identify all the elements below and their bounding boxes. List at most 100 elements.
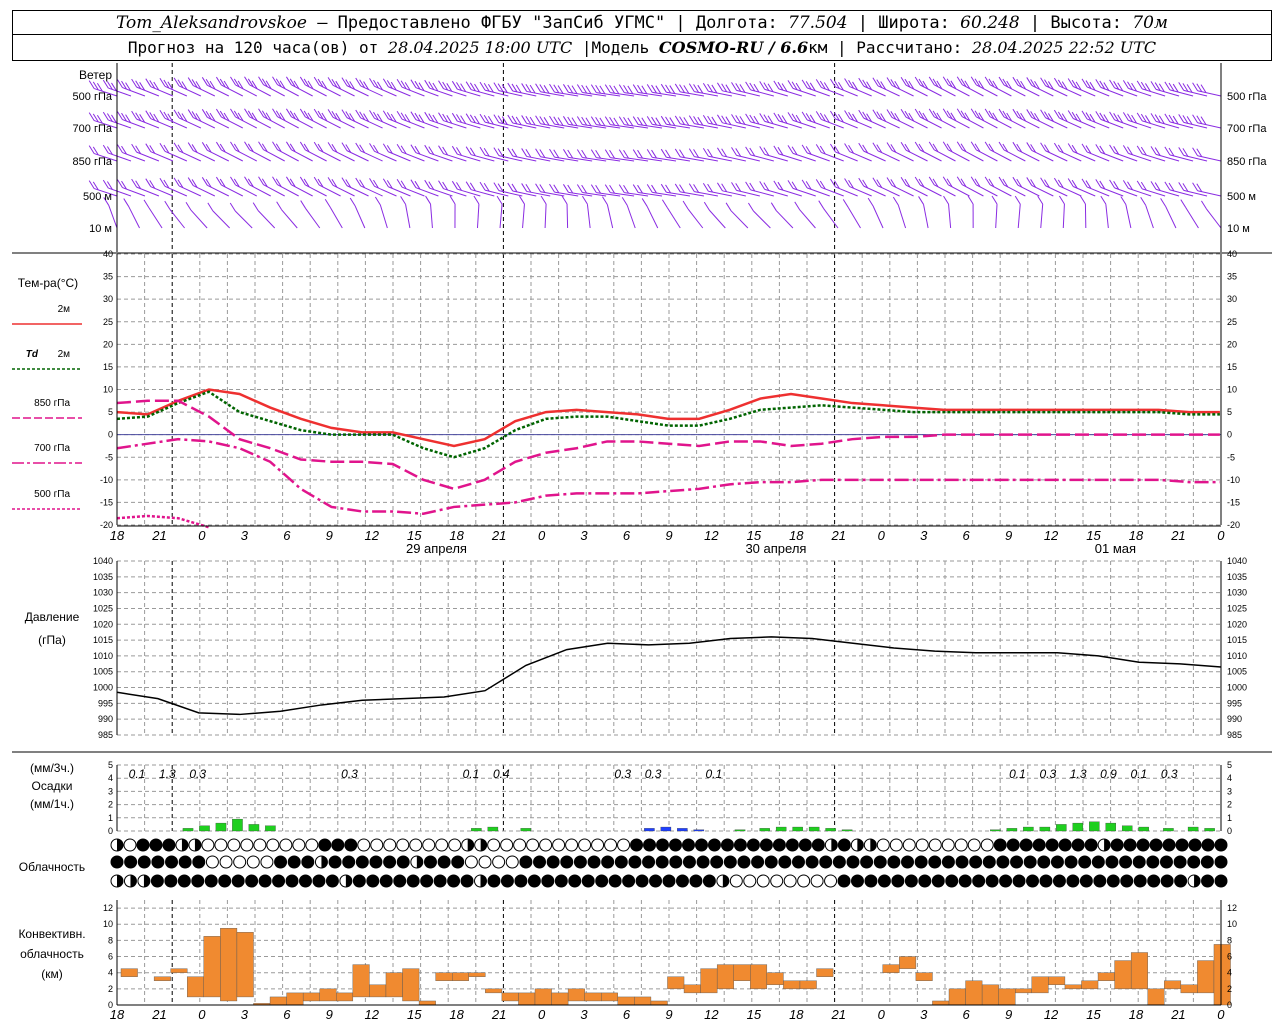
wind-barb [430, 204, 433, 229]
wind-barb-feather [599, 85, 606, 95]
tick-label-right: 2 [1227, 984, 1232, 994]
wind-barb [626, 205, 636, 229]
time-tick-label: 18 [110, 528, 125, 543]
wind-barb [1165, 206, 1177, 229]
wind-barb-feather [731, 182, 737, 191]
wind-barb-feather [181, 113, 188, 122]
cloud-symbol [628, 855, 642, 869]
wind-barb-feather [908, 80, 915, 90]
tick-label-right: 3 [1227, 786, 1232, 796]
wind-barb-feather [956, 76, 963, 85]
wind-barb-feather [830, 178, 836, 188]
wind-barb-feather [460, 83, 467, 92]
time-tick-label-bottom: 18 [789, 1007, 804, 1022]
wind-barb-feather [852, 113, 858, 123]
wind-barb [1206, 208, 1222, 229]
wind-barb [329, 207, 343, 229]
wind-barb-feather [244, 108, 250, 118]
wind-barb-feather [549, 83, 555, 93]
wind-barb-feather [187, 177, 194, 186]
wind-barb-feather [553, 84, 560, 94]
precip-total: 1.3 [1070, 767, 1087, 781]
wind-barb-feather [191, 179, 198, 188]
time-tick-label: 6 [963, 528, 971, 543]
wind-barb-feather [795, 114, 802, 124]
day-label: 01 мая [1095, 541, 1136, 556]
convective-bar [1147, 988, 1165, 1006]
wind-barb-feather [1067, 110, 1074, 119]
wind-barb-feather [177, 79, 184, 88]
wind-barb [606, 204, 614, 229]
wind-barb-feather [819, 180, 826, 190]
temp-series-t850 [116, 399, 1220, 491]
time-tick-label: 0 [878, 528, 886, 543]
wind-barb-feather [960, 78, 967, 88]
wind-barb-feather [88, 180, 95, 189]
time-tick-label-bottom: 21 [1170, 1007, 1185, 1022]
wind-barb-feather [992, 112, 999, 122]
tick-label-left: 1000 [93, 683, 113, 693]
wind-barb-feather [549, 183, 555, 193]
wind-barb-feather [321, 112, 328, 122]
wind-barb-feather [258, 76, 264, 86]
convective-bar [551, 992, 569, 1006]
wind-barb-feather [438, 145, 444, 154]
wind-barb-feather [317, 110, 324, 120]
wind-barb-feather [928, 176, 935, 186]
time-tick-label-bottom: 21 [151, 1007, 166, 1022]
wind-barb-feather [679, 149, 685, 158]
wind-barb-feather [1047, 81, 1054, 90]
wind-barb-feather [862, 179, 869, 189]
wind-barb-feather [646, 184, 653, 193]
wind-barb [554, 91, 579, 97]
wind-barb-feather [1044, 179, 1050, 188]
wind-barb-feather [876, 111, 883, 120]
time-tick-label: 18 [449, 528, 464, 543]
wind-barb-feather [815, 179, 822, 188]
wind-barb-feather [576, 116, 583, 125]
tick-label-right: 1040 [1227, 556, 1247, 566]
cloud-symbol [370, 838, 384, 852]
wind-barb-feather [707, 83, 714, 93]
wind-barb-feather [1034, 112, 1040, 122]
wind-barb [498, 90, 523, 97]
precip-total: 0.1 [1131, 767, 1148, 781]
wind-barb-feather [886, 177, 893, 186]
cloud-symbol [344, 838, 358, 852]
cloud-symbol [260, 855, 274, 869]
cloud-symbol [662, 874, 676, 888]
wind-barb [995, 204, 998, 229]
pressure-series [116, 636, 1222, 716]
wind-barb-feather [153, 113, 160, 123]
cloud-symbol [1039, 874, 1053, 888]
wind-barb-feather [900, 108, 907, 118]
wind-barb-feather [313, 76, 320, 86]
wind-barb [169, 208, 185, 229]
cloud-symbol [837, 838, 851, 852]
wind-barb-feather [988, 178, 995, 188]
wind-barb-feather [745, 181, 752, 191]
cloud-symbol [785, 838, 799, 852]
wind-barb-feather [465, 146, 472, 155]
wind-barb-feather [163, 79, 170, 89]
wind-barb-feather [345, 144, 352, 153]
wind-barb-feather [693, 84, 699, 93]
wind-barb-feather [331, 78, 338, 88]
tick-label-left: 990 [98, 714, 113, 724]
tick-label-left: 15 [103, 362, 113, 372]
convective-bar [816, 968, 834, 977]
tick-label-right: -5 [1227, 452, 1235, 462]
wind-barb-feather [233, 110, 240, 120]
wind-barb-feather [646, 116, 653, 125]
wind-barb-feather [553, 149, 560, 159]
convective-bar [601, 992, 618, 1002]
wind-barb-feather [970, 76, 977, 86]
wind-barb-feather [590, 149, 597, 158]
wind-barb-feather [1085, 145, 1092, 154]
wind-barb-feather [396, 143, 403, 153]
wind-barb-feather [535, 148, 541, 158]
provider-text: — Предоставлено ФГБУ "ЗапСиб УГМС" [317, 13, 666, 33]
wind-barb-feather [382, 110, 389, 120]
wind-barb-feather [205, 143, 212, 153]
cloud-symbol [1106, 874, 1120, 888]
